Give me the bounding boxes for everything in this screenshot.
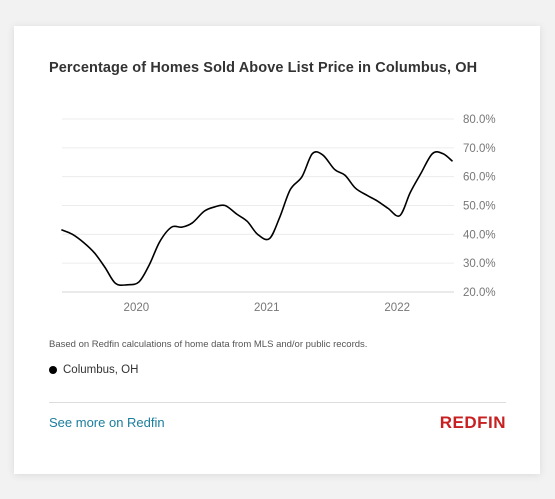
divider	[49, 402, 506, 403]
y-tick-label: 70.0%	[463, 143, 496, 155]
chart-title: Percentage of Homes Sold Above List Pric…	[49, 60, 478, 76]
y-tick-label: 40.0%	[463, 229, 496, 241]
legend-label: Columbus, OH	[63, 364, 139, 376]
series-layer	[61, 150, 453, 287]
legend-dot-icon	[49, 366, 57, 374]
y-tick-label: 60.0%	[463, 172, 496, 184]
chart-card: Percentage of Homes Sold Above List Pric…	[14, 26, 540, 474]
x-tick-label: 2020	[124, 302, 150, 314]
y-axis-labels: 20.0% 30.0% 40.0% 50.0% 60.0% 70.0% 80.0%	[463, 114, 496, 299]
y-tick-label: 30.0%	[463, 258, 496, 270]
series-line	[61, 150, 453, 287]
legend: Columbus, OH	[49, 364, 138, 376]
x-tick-label: 2021	[254, 302, 280, 314]
y-tick-label: 20.0%	[463, 287, 496, 299]
y-tick-label: 80.0%	[463, 114, 496, 126]
x-axis-labels: 2020 2021 2022	[124, 302, 410, 314]
x-tick-label: 2022	[384, 302, 410, 314]
redfin-logo: REDFIN	[439, 413, 506, 432]
grid-lines	[62, 118, 454, 293]
see-more-link[interactable]: See more on Redfin	[49, 415, 165, 430]
y-tick-label: 50.0%	[463, 201, 496, 213]
source-note: Based on Redfin calculations of home dat…	[49, 339, 368, 350]
line-chart: 20.0% 30.0% 40.0% 50.0% 60.0% 70.0% 80.0% 2020…	[61, 114, 496, 314]
